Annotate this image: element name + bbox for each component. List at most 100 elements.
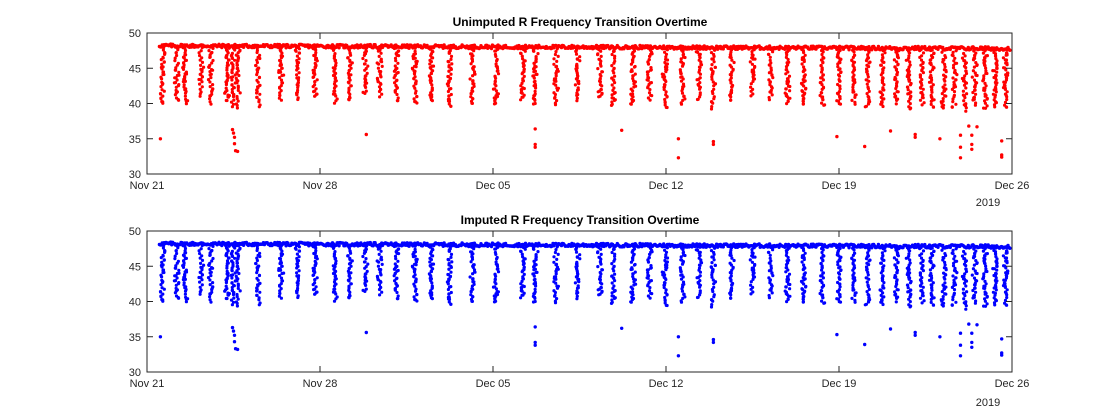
dip-point bbox=[575, 57, 579, 61]
dip-point bbox=[838, 79, 842, 83]
dip-point bbox=[377, 54, 381, 59]
dip-point bbox=[698, 293, 702, 297]
dip-point bbox=[533, 98, 537, 102]
dip-point bbox=[788, 96, 792, 100]
dip-point bbox=[446, 287, 450, 292]
dip-point bbox=[397, 54, 401, 58]
dip-point bbox=[866, 53, 870, 57]
dip-point bbox=[348, 58, 352, 63]
dip-point bbox=[280, 279, 284, 283]
dip-point bbox=[908, 83, 913, 87]
dip-point bbox=[447, 249, 451, 253]
y-tick-label: 30 bbox=[129, 169, 141, 181]
dip-point bbox=[697, 245, 702, 249]
dip-point bbox=[393, 288, 397, 292]
dip-point bbox=[235, 63, 239, 67]
dip-point bbox=[534, 86, 538, 90]
dip-point bbox=[159, 85, 163, 89]
outlier-point bbox=[913, 135, 917, 139]
dip-point bbox=[237, 271, 241, 276]
dip-point bbox=[613, 98, 617, 102]
dip-point bbox=[380, 92, 384, 96]
dip-point bbox=[521, 61, 525, 65]
dip-point bbox=[944, 70, 948, 74]
dip-point bbox=[908, 97, 912, 101]
dip-point bbox=[446, 99, 451, 103]
dip-point bbox=[208, 100, 212, 104]
dip-point bbox=[348, 256, 352, 260]
dip-point bbox=[230, 276, 234, 280]
dip-point bbox=[802, 65, 806, 69]
dip-point bbox=[447, 285, 452, 289]
dip-point bbox=[297, 255, 301, 259]
dip-point bbox=[297, 51, 301, 55]
dip-point bbox=[695, 97, 700, 102]
dip-point bbox=[447, 69, 451, 73]
dip-point bbox=[729, 246, 734, 250]
dip-point bbox=[413, 81, 418, 85]
dip-point bbox=[611, 78, 616, 82]
dip-point bbox=[556, 54, 560, 59]
dip-point bbox=[278, 291, 282, 295]
dip-point bbox=[197, 51, 201, 55]
dip-point bbox=[663, 103, 667, 107]
dip-point bbox=[208, 70, 212, 74]
dip-point bbox=[837, 68, 841, 72]
dip-point bbox=[553, 52, 558, 57]
baseline-point bbox=[847, 246, 851, 250]
dip-point bbox=[785, 53, 789, 57]
dip-point bbox=[255, 95, 259, 99]
dip-point bbox=[295, 291, 299, 295]
outlier-point bbox=[913, 132, 917, 137]
dip-point bbox=[613, 81, 617, 85]
dip-point bbox=[533, 296, 537, 300]
dip-point bbox=[802, 59, 806, 64]
dip-point bbox=[366, 64, 370, 68]
dip-point bbox=[207, 49, 211, 53]
dip-point bbox=[210, 259, 214, 263]
dip-point bbox=[649, 266, 653, 270]
dip-point bbox=[312, 90, 316, 94]
dip-point bbox=[554, 269, 558, 273]
dip-point bbox=[882, 48, 886, 52]
dip-point bbox=[929, 63, 933, 67]
dip-point bbox=[279, 56, 283, 60]
dip-point bbox=[183, 74, 187, 79]
dip-point bbox=[972, 49, 976, 53]
dip-point bbox=[235, 276, 239, 280]
dip-point bbox=[312, 68, 316, 72]
dip-point bbox=[1005, 97, 1009, 102]
dip-point bbox=[279, 254, 283, 258]
dip-point bbox=[160, 77, 164, 81]
dip-point bbox=[349, 271, 353, 275]
dip-point bbox=[664, 57, 668, 62]
dip-point bbox=[174, 51, 178, 55]
dip-point bbox=[257, 303, 261, 307]
dip-point bbox=[236, 66, 240, 70]
dip-point bbox=[865, 70, 869, 74]
dip-point bbox=[175, 53, 179, 58]
dip-point bbox=[522, 59, 526, 63]
dip-point bbox=[200, 85, 204, 89]
dip-point bbox=[236, 51, 240, 55]
dip-point bbox=[311, 85, 315, 89]
dip-point bbox=[663, 295, 667, 300]
dip-point bbox=[983, 94, 987, 98]
dip-point bbox=[751, 77, 756, 81]
dip-point bbox=[395, 99, 399, 103]
dip-point bbox=[1001, 56, 1006, 60]
dip-point bbox=[161, 94, 165, 98]
dip-point bbox=[930, 90, 934, 94]
dip-point bbox=[598, 292, 602, 296]
dip-point bbox=[449, 290, 453, 295]
dip-point bbox=[161, 72, 165, 77]
dip-point bbox=[648, 88, 652, 92]
baseline-point bbox=[371, 244, 375, 248]
dip-point bbox=[974, 92, 978, 96]
dip-point bbox=[230, 285, 234, 290]
dip-point bbox=[992, 88, 996, 92]
dip-point bbox=[255, 248, 259, 253]
dip-point bbox=[447, 267, 451, 271]
dip-point bbox=[520, 252, 524, 256]
dip-point bbox=[929, 102, 933, 106]
